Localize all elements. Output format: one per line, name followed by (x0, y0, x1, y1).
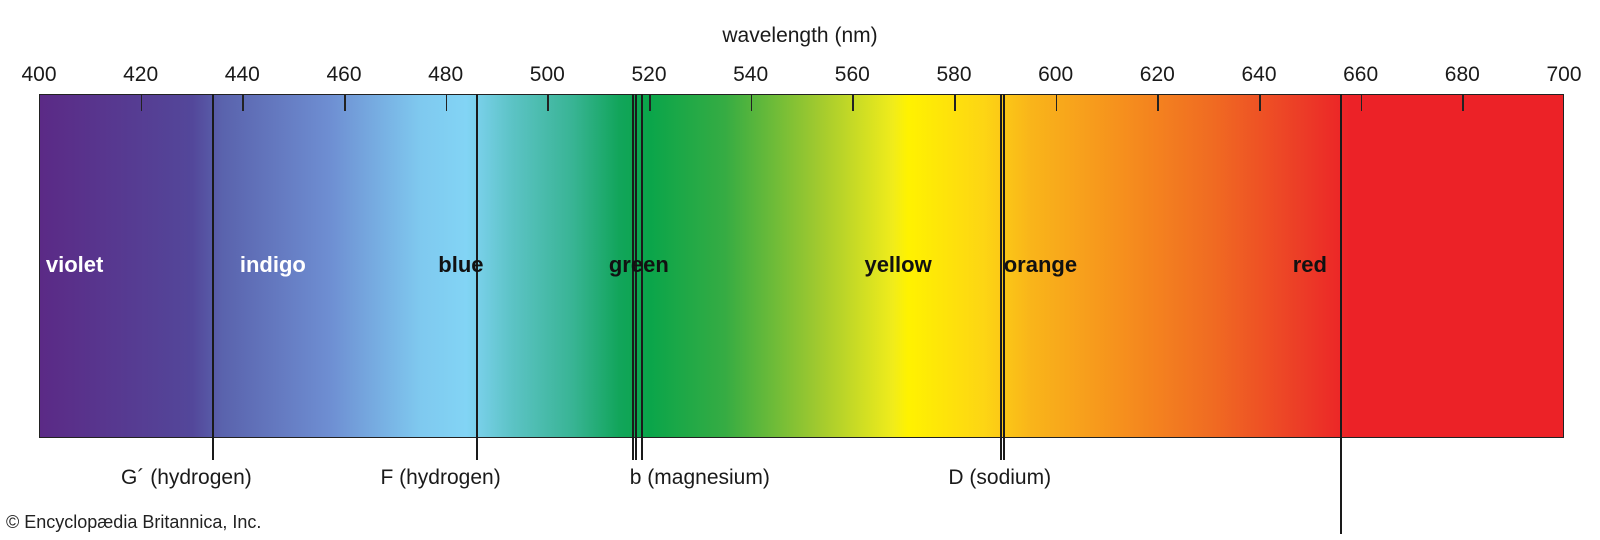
tick-mark (852, 94, 854, 111)
tick-label: 620 (1139, 63, 1175, 86)
band-label-orange: orange (1003, 252, 1078, 277)
tick-mark (1055, 94, 1058, 111)
band-label-green: green (608, 252, 669, 277)
visible-spectrum-band (39, 94, 1564, 438)
tick-label: 420 (123, 63, 159, 86)
tick-label: 400 (21, 63, 57, 86)
axis-title: wavelength (nm) (722, 24, 878, 47)
band-label-violet: violet (45, 252, 104, 277)
absorption-line-label: b (magnesium) (629, 466, 770, 489)
absorption-line (635, 94, 638, 460)
tick-label: 520 (631, 63, 667, 86)
tick-mark (1157, 94, 1159, 111)
tick-mark (242, 94, 244, 111)
band-label-indigo: indigo (239, 252, 306, 277)
tick-label: 480 (428, 63, 464, 86)
tick-mark (1360, 94, 1363, 111)
absorption-line-label: D (sodium) (948, 466, 1052, 489)
tick-mark (750, 94, 753, 111)
absorption-line (211, 94, 214, 460)
tick-mark (547, 94, 549, 111)
tick-mark (649, 94, 651, 111)
tick-label: 700 (1546, 63, 1582, 86)
tick-label: 680 (1444, 63, 1480, 86)
tick-mark (140, 94, 143, 111)
tick-mark (445, 94, 448, 111)
tick-mark (954, 94, 956, 111)
absorption-line (640, 94, 643, 460)
absorption-line-label: G´ (hydrogen) (121, 466, 252, 489)
absorption-line (476, 94, 479, 460)
tick-label: 560 (834, 63, 870, 86)
tick-label: 540 (733, 63, 769, 86)
band-label-red: red (1292, 252, 1327, 277)
tick-mark (1462, 94, 1464, 111)
tick-label: 580 (936, 63, 972, 86)
tick-label: 500 (529, 63, 565, 86)
tick-mark (344, 94, 346, 111)
absorption-line (632, 94, 635, 460)
tick-label: 460 (326, 63, 362, 86)
tick-label: 640 (1241, 63, 1277, 86)
tick-label: 600 (1038, 63, 1074, 86)
tick-mark (1259, 94, 1261, 111)
copyright-credit: © Encyclopædia Britannica, Inc. (6, 512, 262, 532)
absorption-line (1340, 94, 1343, 534)
tick-label: 660 (1343, 63, 1379, 86)
tick-label: 440 (224, 63, 260, 86)
absorption-line (999, 94, 1002, 460)
band-label-blue: blue (438, 252, 484, 277)
band-label-yellow: yellow (864, 252, 932, 277)
absorption-line-label: F (hydrogen) (380, 466, 501, 489)
absorption-line (1002, 94, 1005, 460)
